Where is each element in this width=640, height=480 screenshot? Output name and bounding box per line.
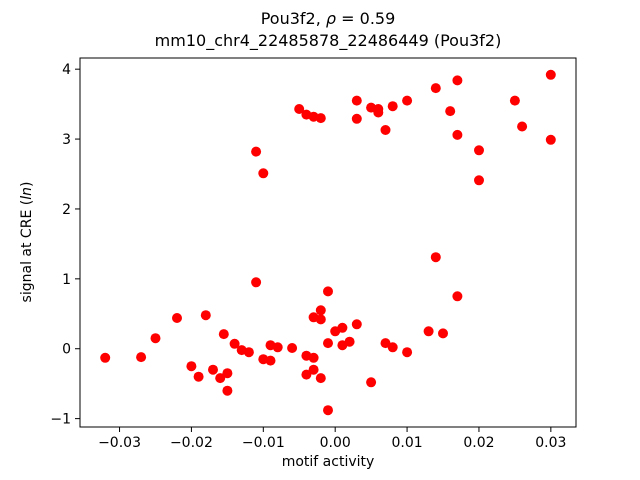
data-point <box>402 95 413 106</box>
data-point <box>402 347 413 358</box>
data-point <box>193 371 204 382</box>
data-point <box>243 347 254 358</box>
axes-spines <box>79 57 577 428</box>
chart-title-line2: mm10_chr4_22485878_22486449 (Pou3f2) <box>154 31 502 50</box>
x-tick-label: −0.01 <box>242 435 285 451</box>
y-tick-label: 0 <box>62 342 71 358</box>
data-point <box>351 113 362 124</box>
data-point <box>373 107 384 118</box>
data-point <box>545 69 556 80</box>
data-point <box>452 291 463 302</box>
data-point <box>387 101 398 112</box>
data-point <box>430 83 441 94</box>
data-point <box>351 319 362 330</box>
data-point <box>265 355 276 366</box>
data-point <box>136 352 147 363</box>
x-tick-label: 0.03 <box>535 435 566 451</box>
data-point <box>186 361 197 372</box>
data-point <box>287 343 298 353</box>
data-point <box>251 277 262 288</box>
x-tick-label: −0.03 <box>98 435 141 451</box>
data-point <box>294 104 305 114</box>
data-point <box>351 95 362 106</box>
y-tick-label: 1 <box>62 272 71 288</box>
data-point <box>229 338 240 349</box>
chart-title-line1: Pou3f2, ρ = 0.59 <box>260 9 396 28</box>
data-point <box>323 286 333 297</box>
data-point <box>323 338 333 349</box>
data-point <box>452 75 463 86</box>
data-point <box>308 364 319 375</box>
data-point <box>208 364 218 375</box>
data-point <box>315 373 326 384</box>
data-point <box>380 125 391 135</box>
data-point <box>100 352 111 363</box>
data-point <box>315 305 326 316</box>
data-point <box>344 336 355 347</box>
data-point <box>308 352 319 363</box>
data-point <box>474 145 484 156</box>
y-tick-label: 4 <box>62 62 71 78</box>
data-point <box>272 342 283 353</box>
data-point <box>474 175 484 186</box>
data-point <box>172 313 182 323</box>
y-tick-label: 2 <box>62 202 71 218</box>
data-point <box>301 369 312 380</box>
x-axis-label: motif activity <box>281 454 375 470</box>
data-point <box>445 106 456 117</box>
y-tick-label: −1 <box>50 412 71 428</box>
data-point <box>222 368 233 379</box>
data-point <box>430 252 441 263</box>
data-point <box>509 95 520 106</box>
data-point <box>452 129 463 140</box>
data-point <box>366 377 377 388</box>
chart-title: Pou3f2, ρ = 0.59 mm10_chr4_22485878_2248… <box>155 8 502 52</box>
data-point <box>215 373 226 384</box>
data-point <box>222 385 233 396</box>
data-point <box>337 322 348 333</box>
y-tick-label: 3 <box>62 132 71 148</box>
data-point <box>323 405 333 416</box>
x-tick-label: 0.02 <box>463 435 494 451</box>
data-point <box>423 326 434 337</box>
data-point <box>251 146 262 157</box>
data-point <box>315 113 326 124</box>
x-tick-label: 0.00 <box>320 435 351 451</box>
data-point <box>387 342 398 353</box>
data-point <box>315 314 326 325</box>
x-tick-label: −0.02 <box>170 435 213 451</box>
data-point <box>517 121 528 132</box>
data-point <box>545 134 556 145</box>
data-point <box>258 168 269 179</box>
x-tick-label: 0.01 <box>391 435 422 451</box>
y-axis-label: signal at CRE (ln) <box>19 181 35 303</box>
data-point <box>200 310 211 321</box>
data-point <box>218 329 229 340</box>
data-point <box>438 328 448 339</box>
data-point <box>150 333 161 344</box>
